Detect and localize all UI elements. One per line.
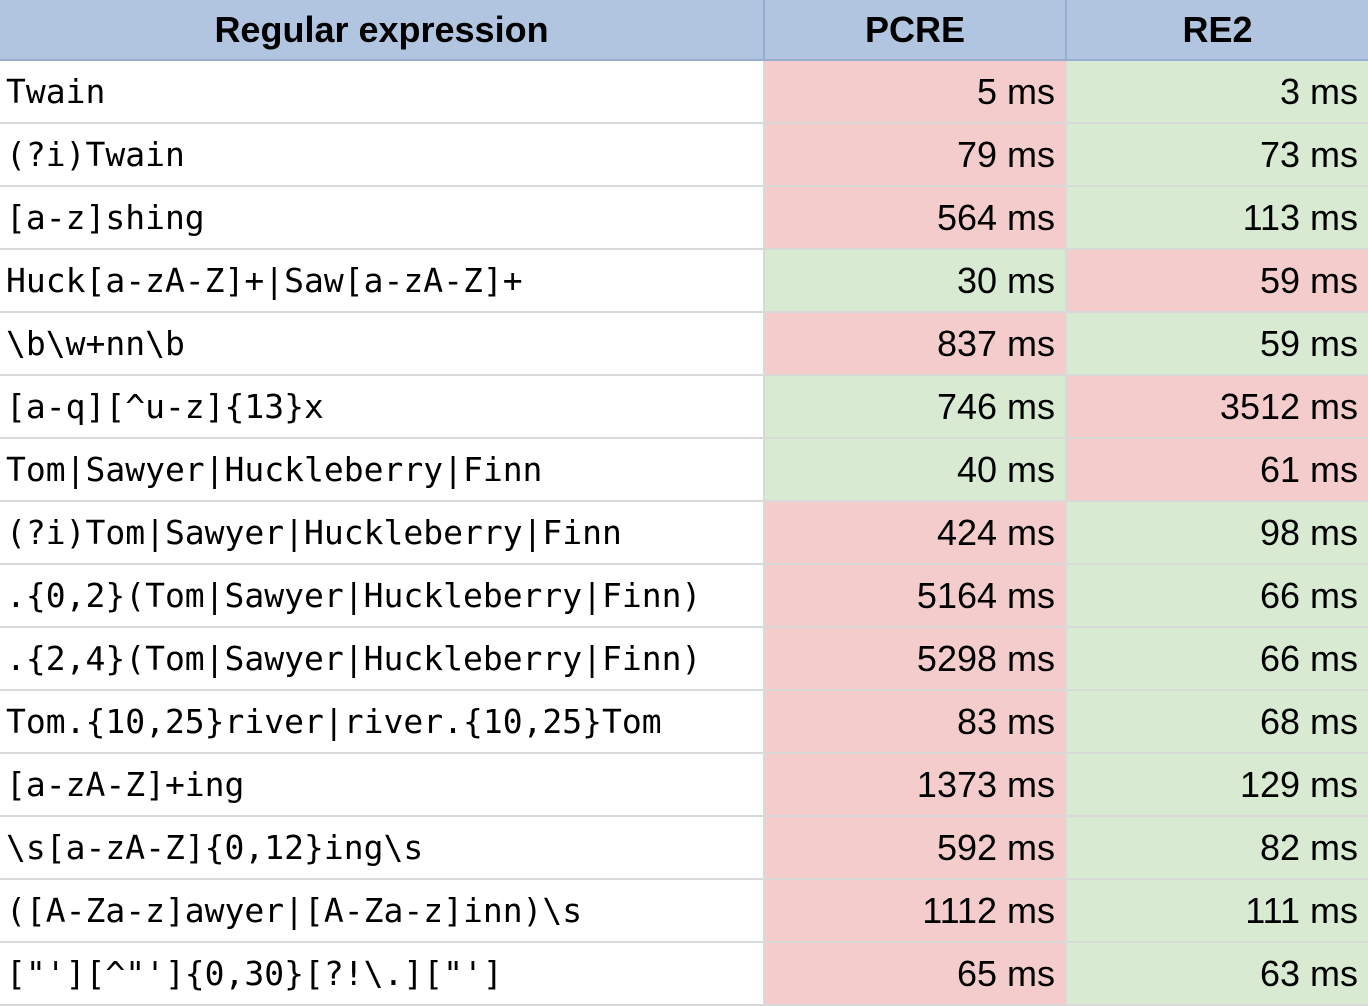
re2-time-cell: 63 ms [1066, 942, 1368, 1006]
regex-cell: Tom.{10,25}river|river.{10,25}Tom [0, 690, 765, 754]
re2-time-cell: 3512 ms [1066, 375, 1368, 439]
header-pcre: PCRE [764, 0, 1067, 61]
pcre-time-cell: 1112 ms [764, 879, 1067, 943]
regex-cell: .{2,4}(Tom|Sawyer|Huckleberry|Finn) [0, 627, 765, 691]
regex-cell: \b\w+nn\b [0, 312, 765, 376]
re2-time-cell: 66 ms [1066, 627, 1368, 691]
table-row: (?i)Tom|Sawyer|Huckleberry|Finn 424 ms 98 … [0, 501, 1368, 565]
re2-time-cell: 3 ms [1066, 60, 1368, 124]
table-row: .{2,4}(Tom|Sawyer|Huckleberry|Finn) 5298 … [0, 627, 1368, 691]
pcre-time-cell: 79 ms [764, 123, 1067, 187]
re2-time-cell: 59 ms [1066, 312, 1368, 376]
pcre-time-cell: 592 ms [764, 816, 1067, 880]
regex-cell: [a-zA-Z]+ing [0, 753, 765, 817]
re2-time-cell: 82 ms [1066, 816, 1368, 880]
table-row: Tom.{10,25}river|river.{10,25}Tom 83 ms 68… [0, 690, 1368, 754]
pcre-time-cell: 40 ms [764, 438, 1067, 502]
pcre-time-cell: 424 ms [764, 501, 1067, 565]
table-row: .{0,2}(Tom|Sawyer|Huckleberry|Finn) 5164 … [0, 564, 1368, 628]
regex-cell: Huck[a-zA-Z]+|Saw[a-zA-Z]+ [0, 249, 765, 313]
re2-time-cell: 68 ms [1066, 690, 1368, 754]
regex-cell: (?i)Twain [0, 123, 765, 187]
regex-cell: [a-z]shing [0, 186, 765, 250]
re2-time-cell: 66 ms [1066, 564, 1368, 628]
table-row: Tom|Sawyer|Huckleberry|Finn 40 ms 61 ms [0, 438, 1368, 502]
table-row: (?i)Twain 79 ms 73 ms [0, 123, 1368, 187]
re2-time-cell: 61 ms [1066, 438, 1368, 502]
pcre-time-cell: 1373 ms [764, 753, 1067, 817]
re2-time-cell: 129 ms [1066, 753, 1368, 817]
regex-cell: ["'][^"']{0,30}[?!\.]["'] [0, 942, 765, 1006]
header-row: Regular expression PCRE RE2 [0, 0, 1368, 61]
table-row: ["'][^"']{0,30}[?!\.]["'] 65 ms 63 ms [0, 942, 1368, 1006]
re2-time-cell: 98 ms [1066, 501, 1368, 565]
pcre-time-cell: 65 ms [764, 942, 1067, 1006]
re2-time-cell: 111 ms [1066, 879, 1368, 943]
pcre-time-cell: 837 ms [764, 312, 1067, 376]
table-header: Regular expression PCRE RE2 [0, 0, 1368, 61]
pcre-time-cell: 746 ms [764, 375, 1067, 439]
regex-cell: ([A-Za-z]awyer|[A-Za-z]inn)\s [0, 879, 765, 943]
pcre-time-cell: 30 ms [764, 249, 1067, 313]
re2-time-cell: 73 ms [1066, 123, 1368, 187]
header-regular-expression: Regular expression [0, 0, 765, 61]
table-row: \s[a-zA-Z]{0,12}ing\s 592 ms 82 ms [0, 816, 1368, 880]
pcre-time-cell: 564 ms [764, 186, 1067, 250]
pcre-time-cell: 5 ms [764, 60, 1067, 124]
table-row: Twain 5 ms 3 ms [0, 60, 1368, 124]
header-re2: RE2 [1066, 0, 1368, 61]
table-body: Twain 5 ms 3 ms (?i)Twain 79 ms 73 ms [a-z]shi… [0, 60, 1368, 1006]
regex-cell: \s[a-zA-Z]{0,12}ing\s [0, 816, 765, 880]
regex-cell: [a-q][^u-z]{13}x [0, 375, 765, 439]
pcre-time-cell: 5298 ms [764, 627, 1067, 691]
pcre-time-cell: 5164 ms [764, 564, 1067, 628]
pcre-time-cell: 83 ms [764, 690, 1067, 754]
table-row: Huck[a-zA-Z]+|Saw[a-zA-Z]+ 30 ms 59 ms [0, 249, 1368, 313]
regex-cell: Tom|Sawyer|Huckleberry|Finn [0, 438, 765, 502]
regex-cell: Twain [0, 60, 765, 124]
regex-cell: .{0,2}(Tom|Sawyer|Huckleberry|Finn) [0, 564, 765, 628]
re2-time-cell: 59 ms [1066, 249, 1368, 313]
table-row: [a-z]shing 564 ms 113 ms [0, 186, 1368, 250]
re2-time-cell: 113 ms [1066, 186, 1368, 250]
regex-cell: (?i)Tom|Sawyer|Huckleberry|Finn [0, 501, 765, 565]
table-row: [a-q][^u-z]{13}x 746 ms 3512 ms [0, 375, 1368, 439]
table-row: ([A-Za-z]awyer|[A-Za-z]inn)\s 1112 ms 111 … [0, 879, 1368, 943]
table-row: [a-zA-Z]+ing 1373 ms 129 ms [0, 753, 1368, 817]
table-row: \b\w+nn\b 837 ms 59 ms [0, 312, 1368, 376]
